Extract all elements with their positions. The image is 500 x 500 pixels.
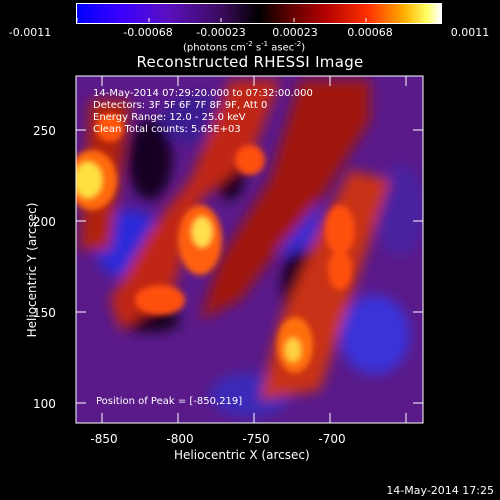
- image-title: Reconstructed RHESSI Image: [136, 53, 364, 71]
- y-tick-label: 100: [33, 397, 56, 411]
- colorbar-tick-label: 0.00023: [272, 26, 318, 39]
- x-tick-label: -700: [318, 432, 346, 446]
- info-energy-range: Energy Range: 12.0 - 25.0 keV: [93, 112, 246, 123]
- colorbar-units: (photons cm-2 s-1 asec-2): [183, 40, 306, 54]
- colorbar-tick-label: -0.0011: [8, 26, 52, 39]
- y-axis-label: Heliocentric Y (arcsec): [25, 202, 39, 338]
- colorbar-tick-label: -0.00023: [196, 26, 246, 39]
- colorbar-tick-label: -0.00068: [123, 26, 173, 39]
- x-tick-label: -800: [166, 432, 194, 446]
- x-tick-label: -850: [90, 432, 118, 446]
- rhessi-image: [76, 76, 423, 423]
- colorbar-tick-label: 0.00068: [347, 26, 393, 39]
- colorbar-ticks: [76, 18, 440, 22]
- y-tick-label: 200: [33, 215, 56, 229]
- info-clean-counts: Clean Total counts: 5.65E+03: [93, 124, 241, 135]
- x-axis-label: Heliocentric X (arcsec): [174, 448, 310, 462]
- x-tick-label: -750: [242, 432, 270, 446]
- info-time-range: 14-May-2014 07:29:20.000 to 07:32:00.000: [93, 88, 313, 99]
- y-tick-label: 150: [33, 306, 56, 320]
- info-detectors: Detectors: 3F 5F 6F 7F 8F 9F, Att 0: [93, 100, 268, 111]
- colorbar: [76, 3, 442, 24]
- peak-position: Position of Peak = [-850,219]: [96, 396, 243, 407]
- y-tick-label: 250: [33, 124, 56, 138]
- footer-timestamp: 14-May-2014 17:25: [386, 484, 494, 497]
- colorbar-tick-label: 0.0011: [450, 26, 490, 39]
